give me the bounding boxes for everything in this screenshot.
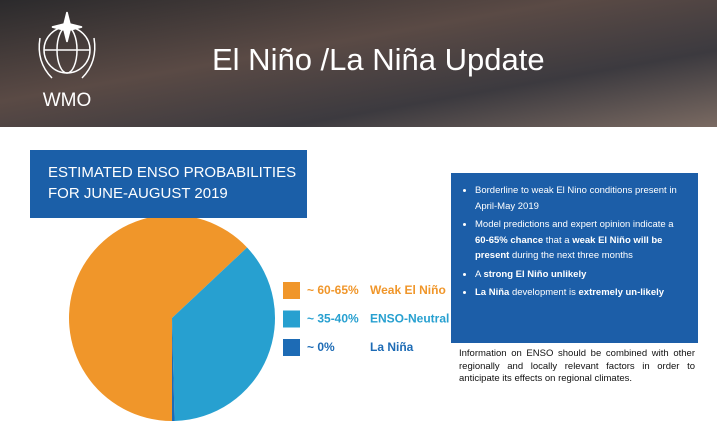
bullet: Model predictions and expert opinion ind… <box>475 217 686 264</box>
bullet: Borderline to weak El Nino conditions pr… <box>475 183 686 214</box>
header-background <box>0 0 717 127</box>
chart-title: ESTIMATED ENSO PROBABILITIES FOR JUNE-AU… <box>30 150 307 218</box>
bullet-text: weak El Niño will be present <box>475 234 663 262</box>
bullet-text: strong El Niño unlikely <box>483 268 587 280</box>
legend-label: La Niña <box>370 340 414 354</box>
title-line: FOR JUNE-AUGUST 2019 <box>48 185 228 202</box>
logo-text: WMO <box>43 90 92 111</box>
bullet-text: Borderline to weak El Nino conditions pr… <box>475 185 677 212</box>
note: Information on ENSO should be combined w… <box>459 348 695 384</box>
bullet-text: development is <box>509 287 579 298</box>
bullet-text: during the next three months <box>509 250 633 261</box>
legend-value: ~ 35-40% <box>307 312 359 326</box>
legend-swatch <box>283 282 300 299</box>
bullet-text: Model predictions and expert opinion ind… <box>475 219 674 230</box>
bullet-text: 60-65% chance <box>475 234 544 246</box>
legend-swatch <box>283 339 300 356</box>
header-title: El Niño /La Niña Update <box>212 42 545 77</box>
pie-slice <box>69 214 248 421</box>
summary-box: Borderline to weak El Nino conditions pr… <box>451 173 698 343</box>
legend-label: Weak El Niño <box>370 283 446 297</box>
bullet-text: La Niña <box>475 287 510 298</box>
pie-slice <box>172 318 175 421</box>
bullet: La Niña development is extremely un-like… <box>475 285 686 301</box>
pie-slice <box>172 247 275 421</box>
bullet-text: that a <box>543 234 573 246</box>
legend-swatch <box>283 310 300 328</box>
legend-value: ~ 60-65% <box>307 283 359 297</box>
wmo-logo <box>38 11 96 79</box>
legend-label: ENSO-Neutral <box>370 312 449 326</box>
bullet-text: A <box>475 268 484 280</box>
title-line: ESTIMATED ENSO PROBABILITIES <box>48 164 297 181</box>
legend-value: ~ 0% <box>307 340 335 354</box>
bullet: A strong El Niño unlikely <box>475 267 686 283</box>
bullet-text: extremely un-likely <box>578 287 665 298</box>
bullet-list: Borderline to weak El Nino conditions pr… <box>459 183 686 301</box>
